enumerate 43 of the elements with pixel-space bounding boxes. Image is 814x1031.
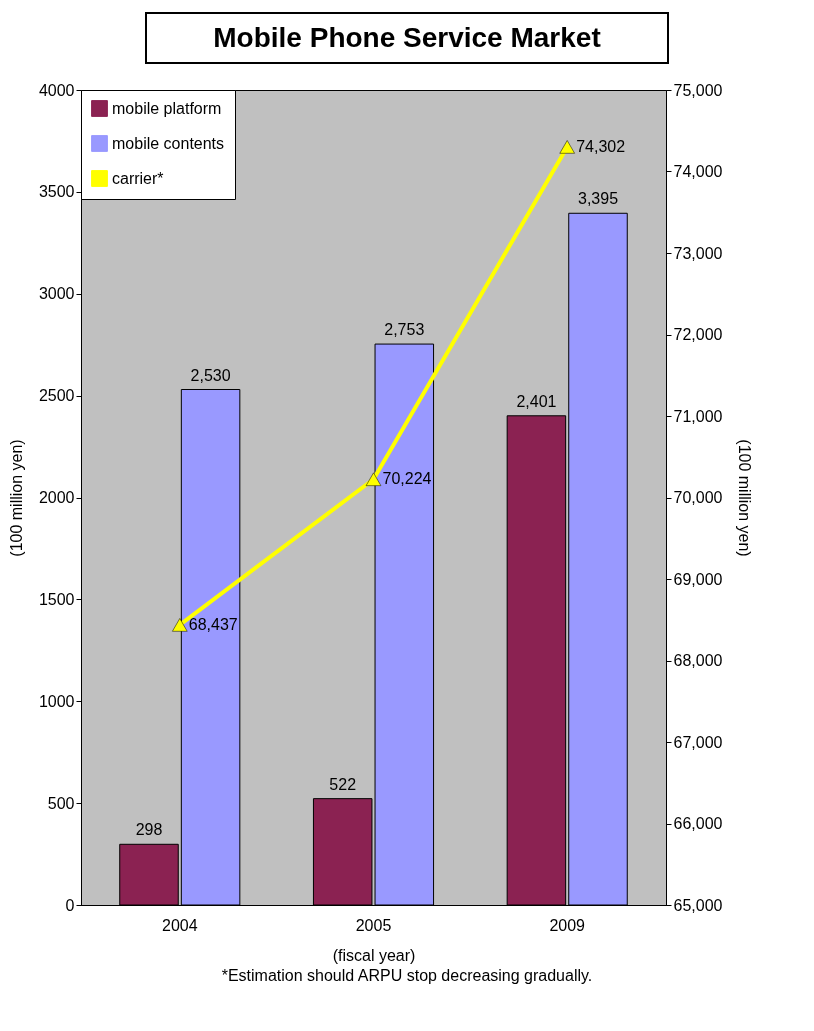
y-tick-label: 0 (65, 896, 75, 914)
y2-tick-label: 73,000 (673, 244, 723, 262)
y2-tick-label: 74,000 (673, 163, 723, 180)
data-label: 2,530 (190, 366, 231, 384)
y2-tick-label: 70,000 (673, 489, 723, 506)
data-label: 3,395 (577, 190, 619, 208)
point (365, 472, 382, 486)
x-tick-label: 2009 (549, 916, 586, 934)
y-tick-label: 4000 (38, 81, 75, 99)
data-label: 522 (329, 775, 357, 793)
x-tick-label: 2004 (161, 916, 198, 934)
data-label: 2,753 (384, 321, 425, 339)
data-label: 298 (135, 821, 163, 839)
y-tick-label: 3500 (38, 183, 75, 201)
data-label: 70,224 (382, 470, 432, 488)
y-tick-label: 2500 (38, 387, 75, 405)
y2-tick-label: 71,000 (673, 407, 723, 425)
y2-tick-label: 72,000 (673, 326, 723, 343)
y2-tick-label: 67,000 (673, 733, 723, 751)
y-tick-label: 1000 (38, 692, 75, 710)
y2-tick-label: 65,000 (673, 896, 723, 914)
legend-label: mobile contents (112, 134, 225, 152)
point (172, 618, 188, 632)
legend-label: mobile platform (112, 99, 222, 117)
data-label: 2,401 (516, 392, 557, 410)
data-label: 68,437 (188, 615, 238, 633)
data-label: 74,302 (576, 137, 626, 155)
y-axis-title: (100 million yen) (7, 439, 25, 557)
y-tick-label: 2000 (38, 489, 75, 506)
y-tick-label: 500 (47, 794, 75, 812)
y-tick-label: 3000 (38, 285, 75, 303)
text: *Estimation should ARPU stop decreasing gradually. (220, 967, 594, 985)
y2-tick-label: 69,000 (673, 570, 723, 588)
legend-label: carrier* (112, 169, 164, 187)
y2-tick-label: 75,000 (673, 81, 723, 99)
y-tick-label: 1500 (38, 590, 75, 608)
x-tick-label: 2005 (355, 916, 392, 934)
y2-tick-label: 66,000 (673, 815, 723, 832)
point (559, 140, 575, 154)
y2-axis-title: (100 million yen) (736, 439, 754, 557)
x-axis-title: (fiscal year) (332, 946, 416, 964)
chart-title: Mobile Phone Service Market (145, 12, 669, 64)
y2-tick-label: 68,000 (673, 652, 723, 669)
